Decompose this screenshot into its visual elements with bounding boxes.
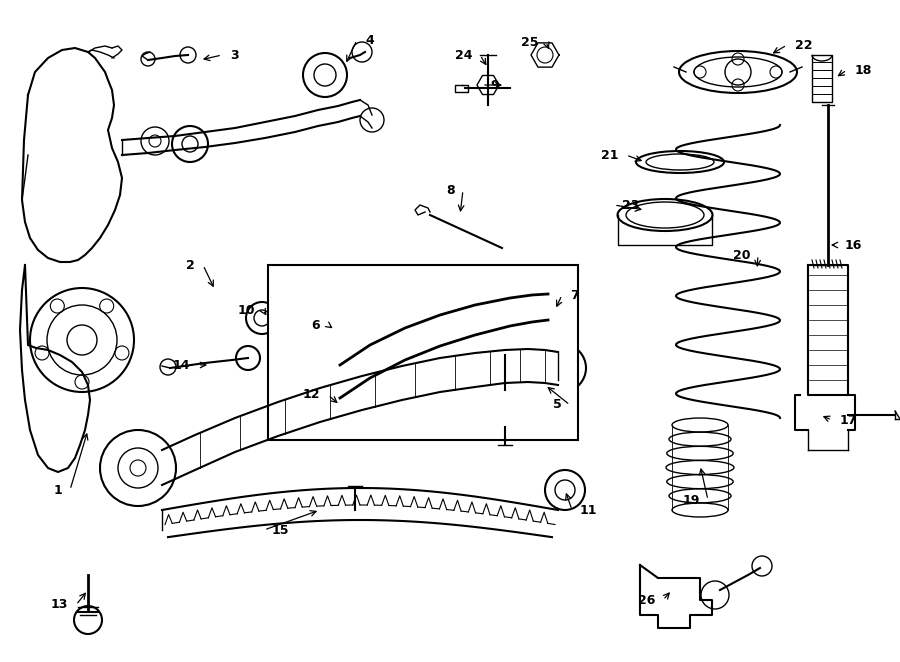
- Text: 21: 21: [600, 148, 618, 162]
- Text: 24: 24: [454, 48, 472, 62]
- Text: 15: 15: [272, 524, 290, 536]
- Text: 23: 23: [622, 199, 639, 211]
- Text: 22: 22: [795, 38, 813, 52]
- Text: 8: 8: [446, 183, 455, 197]
- Text: 26: 26: [637, 594, 655, 606]
- Text: 16: 16: [845, 238, 862, 252]
- Text: 25: 25: [520, 36, 538, 48]
- Text: 18: 18: [855, 64, 872, 77]
- Text: 9: 9: [490, 79, 499, 91]
- Text: 17: 17: [840, 414, 858, 426]
- Text: 1: 1: [53, 483, 62, 496]
- Text: 2: 2: [186, 258, 195, 271]
- Text: 10: 10: [238, 303, 255, 316]
- Text: 19: 19: [682, 493, 700, 506]
- Text: 5: 5: [554, 399, 562, 412]
- Text: 3: 3: [230, 48, 238, 62]
- Bar: [268, 265, 578, 440]
- Text: 14: 14: [173, 359, 190, 371]
- Text: 6: 6: [311, 318, 320, 332]
- Text: 7: 7: [570, 289, 579, 301]
- Text: 20: 20: [733, 248, 750, 261]
- Text: 11: 11: [580, 504, 598, 516]
- Text: 4: 4: [365, 34, 374, 46]
- Text: 13: 13: [50, 598, 68, 612]
- Text: 12: 12: [302, 389, 320, 401]
